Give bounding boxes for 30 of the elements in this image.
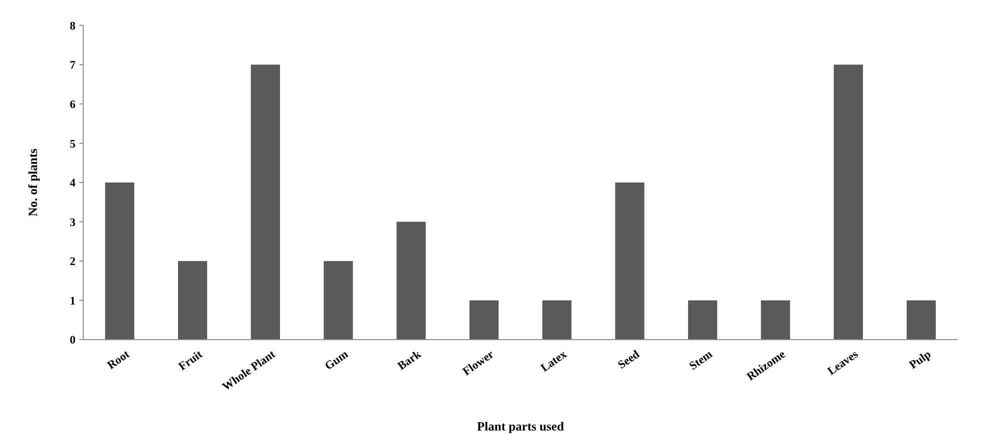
y-tick-label: 6 (70, 98, 76, 111)
x-tick-label: Stem (686, 348, 716, 373)
x-tick-label: Gum (322, 348, 351, 373)
y-tick-label: 5 (70, 137, 76, 150)
bar (542, 300, 572, 340)
y-tick-label: 7 (70, 58, 76, 72)
bar (760, 300, 790, 340)
x-tick-label: Pulp (906, 348, 934, 372)
bar (688, 300, 718, 340)
y-axis-title: No. of plants (26, 148, 40, 216)
bar (615, 182, 644, 340)
x-tick-label: Seed (616, 347, 642, 372)
bar (178, 261, 208, 340)
x-tick-label: Root (104, 348, 132, 372)
y-tick-label: 2 (70, 255, 76, 268)
bar (250, 64, 280, 340)
x-tick-label: Bark (395, 347, 424, 373)
y-tick-label: 1 (70, 294, 76, 308)
bar (834, 64, 863, 340)
y-tick-label: 0 (70, 334, 76, 347)
y-tick-label: 3 (70, 216, 76, 229)
y-tick-label: 8 (70, 19, 76, 32)
x-axis-title: Plant parts used (476, 419, 564, 434)
bar (396, 222, 426, 340)
bar (906, 300, 936, 340)
bar (105, 182, 134, 340)
x-tick-label: Fruit (176, 348, 205, 374)
y-tick-label: 4 (70, 176, 76, 190)
bar (324, 261, 353, 340)
bar (469, 300, 499, 340)
